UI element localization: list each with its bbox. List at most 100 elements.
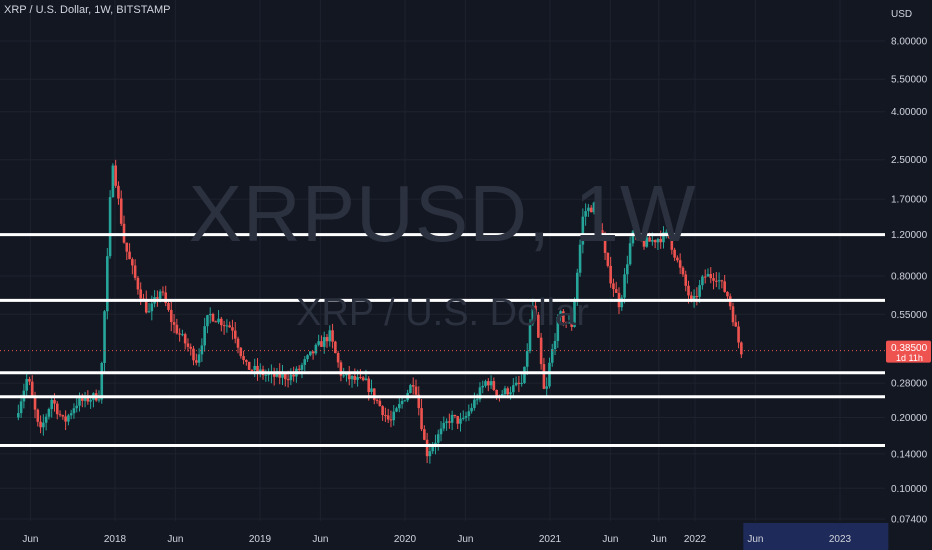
time-axis[interactable] [0,521,885,550]
candle [612,283,615,290]
candle [656,239,660,243]
candle [345,373,348,376]
candle [589,207,593,213]
candle [556,317,560,342]
current-price-label: 0.38500 [891,343,928,354]
candle [325,337,329,342]
candle [283,373,287,380]
candle [106,256,109,312]
candle [69,413,73,416]
price-axis-currency: USD [891,9,912,20]
candle [623,274,626,298]
candle [61,415,65,417]
candle [370,388,373,392]
candle [740,342,743,355]
candle [717,280,721,282]
candle [64,416,67,422]
candle [309,351,312,356]
candle [470,407,473,412]
candle [320,341,323,347]
candle [539,337,543,365]
candle [537,314,540,338]
candle [450,414,454,423]
candle [286,379,290,381]
candle [375,399,379,401]
candle [567,322,571,324]
candle [481,385,485,388]
candle [183,334,187,344]
price-tick-label: 0.07400 [891,515,928,526]
price-axis[interactable] [885,0,932,550]
candle [136,277,140,290]
candle [342,375,345,377]
candle [253,365,257,371]
time-tick-label: Jun [602,534,618,545]
candle [670,237,674,250]
candle [620,297,624,308]
candle [701,276,704,286]
candle [311,351,315,354]
candle [734,322,738,327]
candle [33,396,37,410]
candle [353,376,357,380]
candle [359,376,362,378]
candle [317,341,320,345]
candle [425,439,429,457]
candle [587,207,590,212]
candle [364,378,368,381]
candle [489,381,493,386]
candle [598,209,601,231]
candle [278,371,282,378]
watermark-name: XRP / U.S. Dollar [296,292,589,334]
candle [495,389,498,396]
candle [575,272,579,301]
time-tick-label: 2020 [394,534,417,545]
price-tick-label: 1.70000 [891,195,928,206]
candle [715,280,718,282]
candle [300,364,304,370]
candle [336,353,340,363]
candle [459,418,462,424]
candle [108,197,112,257]
time-tick-label: Jun [747,534,763,545]
price-tick-label: 8.00000 [891,37,928,48]
candle [86,395,90,402]
candle [692,296,696,300]
candle [642,239,646,247]
candle [25,378,28,391]
candle [448,421,451,423]
candle [664,231,668,233]
candle [322,337,326,347]
candle [726,291,729,297]
candle [545,386,548,389]
candle [562,311,565,323]
candle [506,388,510,395]
candle [19,401,23,414]
price-tick-label: 2.50000 [891,155,928,166]
candle [500,394,504,396]
candle [267,374,270,376]
candle [242,356,245,360]
candle [272,372,276,377]
candle [737,326,740,343]
candle [167,303,170,310]
candle [648,237,651,242]
candle [181,334,184,336]
candle [381,406,384,416]
candle [698,285,701,297]
candle [723,281,726,292]
time-tick-label: Jun [457,534,473,545]
candle [378,400,382,407]
candle [200,345,204,355]
candle [164,292,168,304]
candle [417,394,421,409]
candle [559,311,562,318]
candle [58,414,62,416]
candle [484,381,487,386]
candle [676,257,679,261]
candle [192,348,195,361]
candle [47,409,51,417]
candle [133,265,137,278]
time-tick-label: 2019 [249,534,272,545]
